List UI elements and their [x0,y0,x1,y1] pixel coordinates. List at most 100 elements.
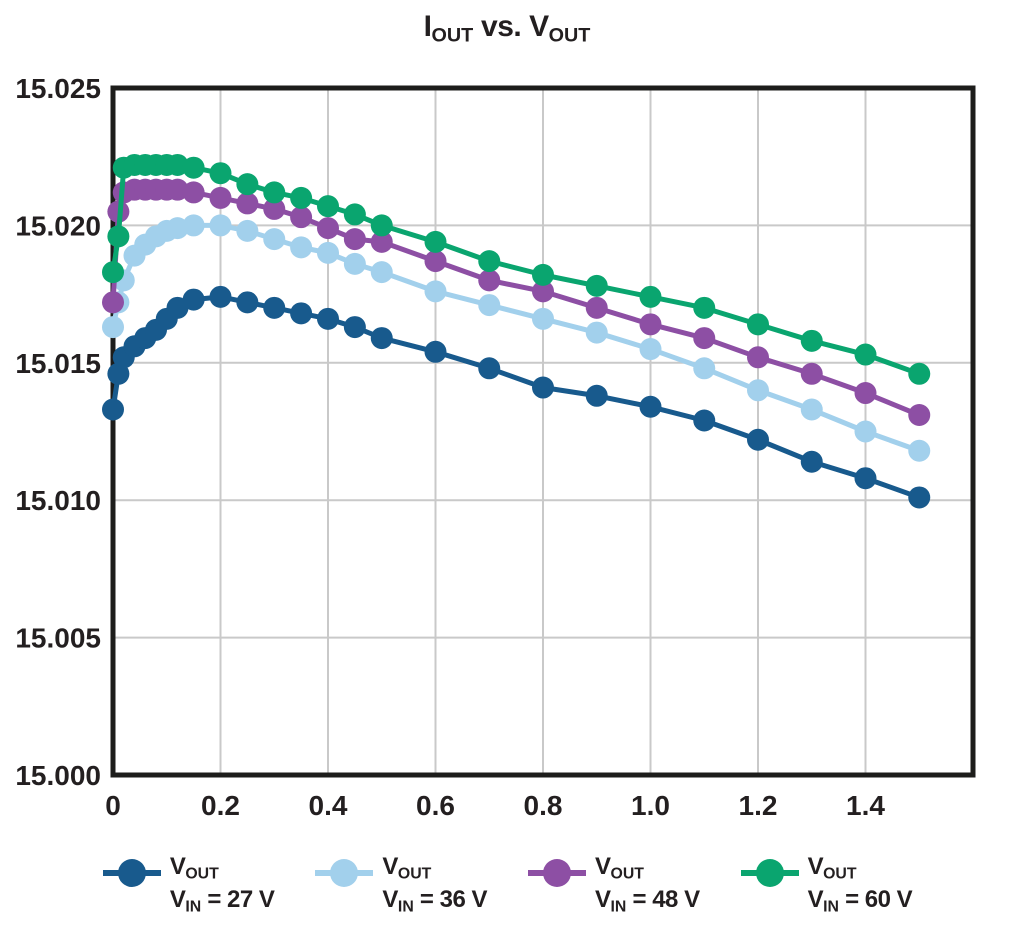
text: vs. V [473,10,549,43]
series-vin-36 [102,214,931,462]
data-point [478,250,501,273]
text: = 36 V [413,885,488,913]
x-tick-label: 0.2 [201,790,240,821]
data-point [182,181,205,204]
data-point [370,214,393,237]
data-point [236,192,259,215]
subscript-text: OUT [185,865,219,883]
legend-label-line2: VIN = 60 V [808,885,913,918]
y-tick-label: 15.005 [15,623,101,654]
data-point [370,261,393,284]
text: V [169,885,186,913]
data-point [102,316,124,339]
subscript-text: OUT [548,24,591,47]
data-point [182,156,205,179]
data-point [854,343,877,366]
data-point [209,285,232,308]
data-point [639,395,662,418]
data-point [102,261,124,284]
data-point [800,398,823,421]
data-point [693,327,716,350]
data-point [343,203,366,226]
data-point [908,486,931,509]
data-point [800,362,823,385]
data-point [343,228,366,251]
data-point [585,274,608,297]
data-point [107,225,130,248]
y-axis-tick-labels: 15.000 15.005 15.010 15.015 15.020 15.025 [15,73,101,791]
data-point [747,346,769,369]
y-tick-label: 15.015 [15,348,101,379]
data-point [639,338,662,361]
x-tick-label: 1.4 [846,790,885,821]
subscript-text: OUT [397,865,432,883]
data-point [263,228,286,251]
data-point [747,313,769,336]
legend-label-line1: VOUT [170,852,275,885]
text: V [807,885,824,913]
legend-marker-icon [528,859,586,887]
data-point [908,439,931,462]
chart-legend: VOUT VIN = 27 V VOUT VIN = 36 V VOUT VIN… [0,852,1014,917]
data-point [478,294,501,317]
legend-item-vin-36: VOUT VIN = 36 V [314,852,488,918]
data-point [693,409,716,432]
data-point [585,296,608,319]
data-point [585,321,608,344]
x-tick-label: 1.2 [739,790,778,821]
gridlines [113,88,973,775]
data-point [290,236,313,259]
x-tick-label: 0 [105,790,121,821]
data-point [263,181,286,204]
data-point [263,296,286,319]
data-point [290,186,313,209]
data-point [532,307,554,330]
x-tick-label: 0.8 [524,790,563,821]
data-point [854,420,877,443]
legend-label: VOUT VIN = 48 V [595,852,700,917]
data-point [424,340,447,363]
y-tick-label: 15.020 [15,210,101,241]
subscript-text: IN [185,898,202,916]
data-point [102,291,124,314]
data-point [263,197,286,220]
data-point [478,269,501,292]
subscript-text: OUT [823,865,857,883]
subscript-text: IN [610,898,627,916]
y-tick-label: 15.000 [15,760,101,791]
series-vin-48 [102,178,931,427]
data-point [317,195,339,218]
data-point [370,230,393,253]
data-point [236,219,259,242]
text: V [382,885,398,913]
data-point [236,291,259,314]
text: V [169,853,186,880]
data-point [182,214,205,237]
legend-label: VOUT VIN = 27 V [170,852,275,917]
data-point [102,398,124,421]
data-point [317,241,339,264]
data-point [290,302,313,325]
data-point [424,280,447,303]
data-point [317,217,339,240]
legend-label-line1: VOUT [382,852,487,885]
legend-label-line2: VIN = 36 V [382,885,487,918]
data-point [317,307,339,330]
data-point [908,404,931,427]
data-point [478,357,501,380]
legend-label: VOUT VIN = 60 V [808,852,913,917]
legend-marker-icon [315,859,374,887]
text: V [595,885,611,913]
legend-label-line1: VOUT [808,852,913,885]
legend-item-vin-48: VOUT VIN = 48 V [527,852,700,917]
data-point [532,376,554,399]
plot-border [110,85,976,778]
subscript-text: OUT [610,865,644,883]
chart-title: IOUT vs. VOUT [0,10,1014,48]
data-point [585,384,608,407]
legend-item-vin-27: VOUT VIN = 27 V [102,852,275,917]
y-tick-label: 15.010 [15,485,101,516]
data-point [639,285,662,308]
subscript-text: OUT [431,24,474,47]
